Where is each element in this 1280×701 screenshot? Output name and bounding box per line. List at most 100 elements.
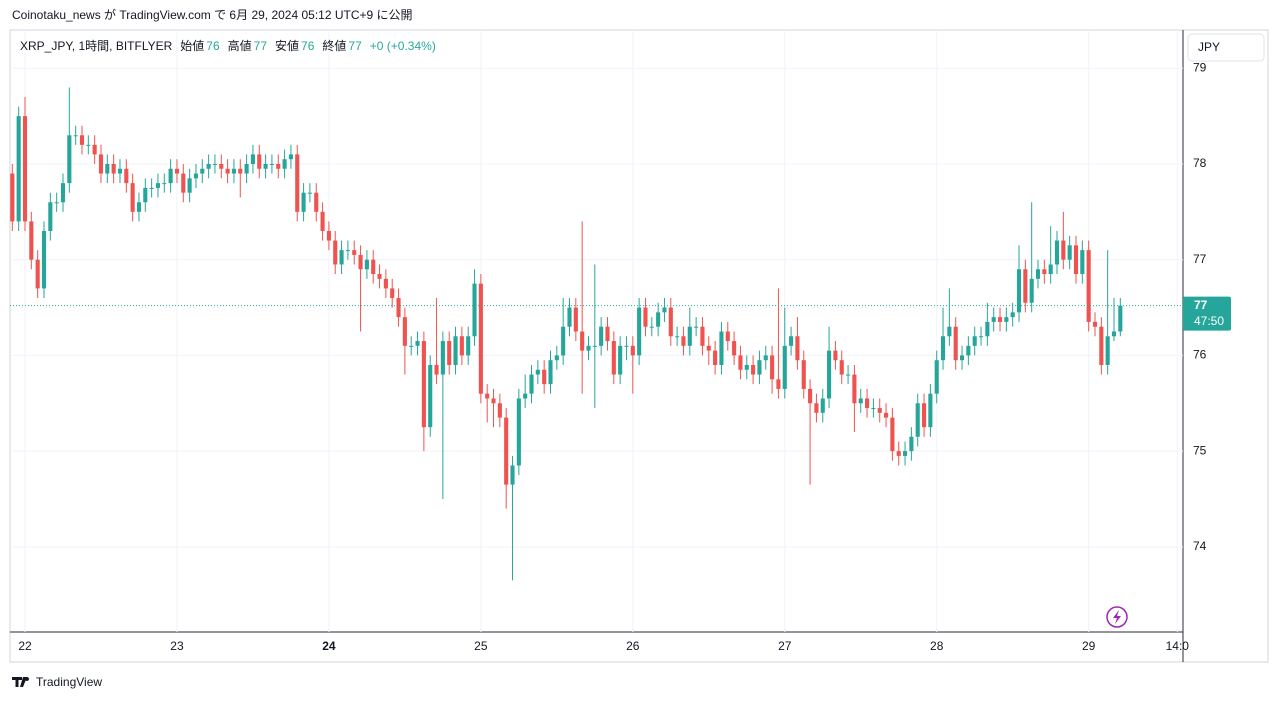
- legend-label: 終値: [322, 38, 346, 53]
- candle-body: [1118, 305, 1123, 332]
- candle-body: [231, 168, 236, 174]
- candle-body: [896, 451, 901, 456]
- candle-body: [738, 355, 743, 370]
- candle-body: [763, 355, 768, 361]
- candle-body: [136, 202, 142, 212]
- candle-body: [668, 307, 673, 337]
- candle-body: [383, 278, 388, 289]
- candle-body: [997, 317, 1003, 322]
- candle-body: [611, 341, 616, 375]
- candle-body: [808, 388, 813, 404]
- candle-body: [542, 369, 547, 385]
- x-tick-label: 14:0: [1166, 639, 1190, 653]
- candle-body: [700, 326, 705, 346]
- candle-body: [187, 178, 192, 193]
- candle-body: [1092, 321, 1098, 327]
- candle-body: [770, 355, 775, 380]
- y-tick-label: 78: [1193, 156, 1207, 170]
- candle-body: [681, 336, 686, 346]
- candle-body: [732, 341, 737, 356]
- candle-body: [320, 211, 325, 231]
- candle-body: [757, 360, 762, 375]
- candle-body: [206, 163, 211, 169]
- candle-body: [820, 398, 825, 413]
- candle-body: [966, 345, 971, 356]
- x-tick-label: 22: [18, 639, 32, 653]
- candle-body: [447, 341, 452, 365]
- candle-body: [295, 154, 300, 212]
- candle-body: [67, 135, 72, 184]
- lightning-icon[interactable]: [1106, 606, 1128, 628]
- currency-button[interactable]: [1187, 33, 1265, 62]
- candle-body: [345, 250, 350, 252]
- candle-body: [535, 369, 540, 375]
- candle-body: [921, 403, 927, 428]
- symbol: XRP_JPY, 1時間, BITFLYER: [20, 39, 173, 53]
- candle-body: [225, 168, 230, 174]
- candle-body: [713, 350, 718, 365]
- y-tick-label: 77: [1193, 252, 1207, 266]
- candle-body: [959, 355, 965, 361]
- currency: JPY: [1198, 40, 1220, 54]
- candle-body: [902, 451, 908, 456]
- candle-body: [105, 163, 110, 174]
- candle-body: [991, 317, 996, 322]
- candle-body: [41, 230, 47, 289]
- candle-body: [466, 336, 471, 356]
- candle-body: [478, 283, 483, 394]
- candle-body: [915, 403, 920, 437]
- candle-body: [827, 350, 832, 399]
- price-label-box: [1183, 296, 1231, 331]
- candle-body: [1054, 240, 1060, 265]
- candle-body: [421, 341, 426, 428]
- candle-body: [1035, 269, 1041, 279]
- candle-body: [181, 173, 186, 193]
- y-tick-label: 74: [1193, 539, 1207, 553]
- candle-body: [250, 154, 255, 164]
- candle-body: [801, 360, 806, 389]
- legend-label: 安値: [275, 38, 299, 53]
- candle-body: [86, 144, 91, 146]
- candle-body: [35, 259, 40, 289]
- candle-body: [326, 230, 331, 241]
- candle-body: [29, 221, 34, 260]
- candle-body: [839, 360, 844, 375]
- candle-body: [1073, 245, 1079, 275]
- candle-body: [339, 250, 344, 265]
- candle-body: [567, 307, 572, 327]
- candle-body: [440, 341, 445, 375]
- candle-body: [1010, 312, 1015, 318]
- candle-body: [561, 326, 566, 356]
- candle-body: [630, 345, 635, 356]
- candle-body: [751, 364, 756, 375]
- candle-body: [909, 436, 914, 452]
- candle-body: [833, 350, 838, 361]
- candle-body: [884, 412, 889, 418]
- candle-body: [269, 163, 274, 165]
- candle-body: [22, 116, 28, 222]
- candle-body: [276, 163, 281, 169]
- candle-body: [155, 183, 161, 188]
- candle-body: [168, 168, 173, 184]
- candle-body: [472, 283, 477, 337]
- candle-body: [947, 326, 952, 337]
- footer: TradingView: [36, 675, 102, 689]
- candle-body: [459, 336, 464, 356]
- candle-body: [1111, 331, 1117, 337]
- candle-body: [497, 403, 502, 418]
- candle-body: [485, 393, 490, 399]
- legend-value: 76: [206, 39, 220, 53]
- candle-body: [592, 345, 597, 347]
- candle-body: [706, 345, 711, 351]
- price-label: 77: [1194, 298, 1208, 312]
- candle-body: [453, 336, 458, 365]
- chart-frame: [9, 29, 1269, 663]
- candle-body: [238, 168, 243, 174]
- x-tick-label: 25: [474, 639, 488, 653]
- candle-body: [1067, 245, 1072, 260]
- candle-body: [390, 288, 395, 298]
- candle-body: [795, 336, 800, 361]
- candle-body: [257, 154, 262, 169]
- candle-body: [656, 312, 661, 327]
